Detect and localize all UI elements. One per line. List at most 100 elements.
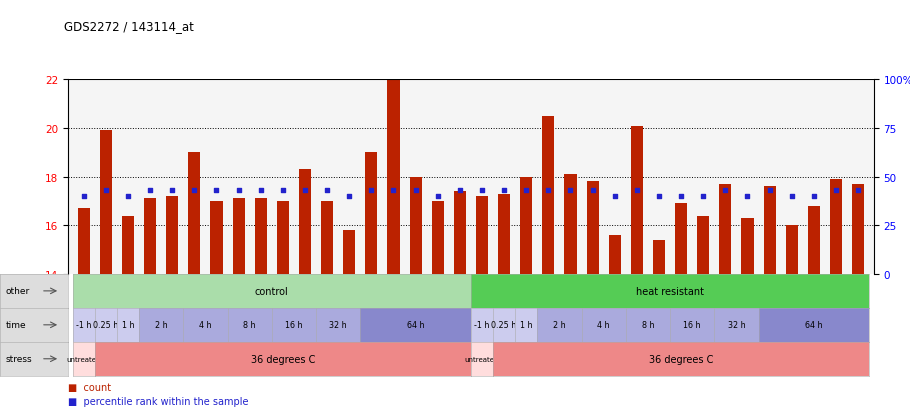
Bar — [521, 177, 532, 274]
Point — [319, 188, 334, 194]
Point — [386, 188, 400, 194]
Point — [585, 188, 600, 194]
Bar — [808, 206, 820, 274]
Bar — [410, 177, 421, 274]
Bar — [852, 185, 864, 274]
Point — [475, 188, 490, 194]
Point — [608, 193, 622, 200]
Bar — [255, 199, 267, 274]
Bar — [365, 153, 378, 274]
Bar — [697, 216, 709, 274]
Bar — [719, 185, 732, 274]
Text: 2 h: 2 h — [553, 320, 566, 330]
Text: untreated: untreated — [465, 356, 500, 362]
Point — [806, 193, 821, 200]
Point — [630, 188, 644, 194]
Text: 0.25 h: 0.25 h — [93, 320, 118, 330]
Bar — [587, 182, 599, 274]
Text: control: control — [255, 286, 288, 296]
Text: 64 h: 64 h — [407, 320, 424, 330]
Bar — [277, 202, 289, 274]
Point — [541, 188, 556, 194]
Point — [718, 188, 733, 194]
Bar — [542, 116, 554, 274]
Bar — [742, 218, 753, 274]
Bar — [830, 180, 842, 274]
Text: GDS2272 / 143114_at: GDS2272 / 143114_at — [64, 20, 194, 33]
Text: 1 h: 1 h — [520, 320, 532, 330]
Point — [143, 188, 157, 194]
Text: stress: stress — [5, 354, 32, 363]
Bar — [298, 170, 311, 274]
Point — [76, 193, 91, 200]
Text: 16 h: 16 h — [285, 320, 303, 330]
Point — [497, 188, 511, 194]
Point — [231, 188, 246, 194]
Bar — [210, 202, 223, 274]
Text: 4 h: 4 h — [199, 320, 212, 330]
Point — [276, 188, 290, 194]
Text: -1 h: -1 h — [474, 320, 490, 330]
Bar — [564, 175, 577, 274]
Point — [254, 188, 268, 194]
Text: ■  count: ■ count — [68, 382, 111, 392]
Point — [452, 188, 467, 194]
Point — [763, 188, 777, 194]
Point — [829, 188, 844, 194]
Point — [187, 188, 202, 194]
Text: 32 h: 32 h — [329, 320, 347, 330]
Bar — [631, 126, 643, 274]
Text: 36 degrees C: 36 degrees C — [649, 354, 713, 364]
Point — [563, 188, 578, 194]
Text: ■  percentile rank within the sample: ■ percentile rank within the sample — [68, 396, 248, 406]
Bar — [343, 230, 355, 274]
Bar — [609, 235, 621, 274]
Bar — [652, 240, 665, 274]
Point — [409, 188, 423, 194]
Bar — [675, 204, 687, 274]
Bar — [388, 80, 399, 274]
Bar — [431, 202, 444, 274]
Bar — [77, 209, 90, 274]
Text: 2 h: 2 h — [155, 320, 167, 330]
Text: 0.25 h: 0.25 h — [491, 320, 517, 330]
Text: 16 h: 16 h — [683, 320, 701, 330]
Bar — [498, 194, 511, 274]
Bar — [167, 197, 178, 274]
Text: 8 h: 8 h — [642, 320, 654, 330]
Text: 1 h: 1 h — [122, 320, 135, 330]
Point — [430, 193, 445, 200]
Point — [696, 193, 711, 200]
Bar — [476, 197, 488, 274]
Bar — [785, 226, 798, 274]
Point — [165, 188, 179, 194]
Point — [121, 193, 136, 200]
Text: 4 h: 4 h — [598, 320, 610, 330]
Bar — [321, 202, 333, 274]
Bar — [100, 131, 112, 274]
Bar — [122, 216, 134, 274]
Text: heat resistant: heat resistant — [636, 286, 704, 296]
Text: 36 degrees C: 36 degrees C — [250, 354, 315, 364]
Text: time: time — [5, 320, 26, 330]
Text: 64 h: 64 h — [805, 320, 823, 330]
Point — [851, 188, 865, 194]
Point — [298, 188, 312, 194]
Bar — [233, 199, 245, 274]
Text: 8 h: 8 h — [243, 320, 256, 330]
Text: other: other — [5, 287, 30, 296]
Point — [519, 188, 533, 194]
Point — [652, 193, 666, 200]
Point — [364, 188, 379, 194]
Bar — [454, 192, 466, 274]
Point — [673, 193, 688, 200]
Point — [209, 188, 224, 194]
Bar — [144, 199, 157, 274]
Bar — [188, 153, 200, 274]
Text: -1 h: -1 h — [76, 320, 91, 330]
Point — [784, 193, 799, 200]
Text: untreated: untreated — [66, 356, 101, 362]
Point — [740, 193, 754, 200]
Point — [98, 188, 113, 194]
Point — [342, 193, 357, 200]
